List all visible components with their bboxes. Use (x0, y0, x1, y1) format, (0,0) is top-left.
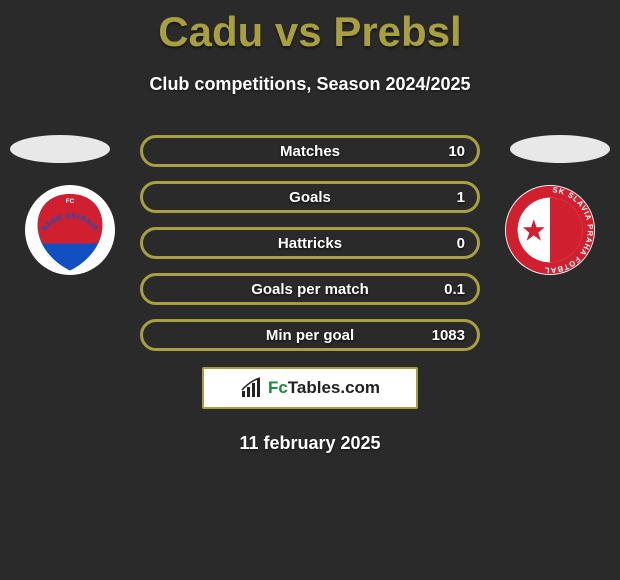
slavia-praha-crest-icon: SK SLAVIA PRAHA FOTBAL (505, 185, 595, 275)
stat-value-right: 1 (457, 189, 465, 206)
svg-text:FC: FC (66, 198, 75, 205)
source-logo: FcTables.com (202, 367, 418, 409)
stat-row: Min per goal 1083 (140, 319, 480, 351)
logo-text: FcTables.com (268, 378, 380, 398)
stat-row: Matches 10 (140, 135, 480, 167)
stat-row: Goals 1 (140, 181, 480, 213)
stat-label: Hattricks (278, 235, 342, 252)
subtitle: Club competitions, Season 2024/2025 (0, 74, 620, 95)
stat-value-right: 0.1 (444, 281, 465, 298)
stat-label: Min per goal (266, 327, 354, 344)
player-photo-right-placeholder (510, 135, 610, 163)
stat-value-right: 1083 (432, 327, 465, 344)
stat-value-right: 0 (457, 235, 465, 252)
page-title: Cadu vs Prebsl (0, 0, 620, 56)
date-text: 11 february 2025 (0, 433, 620, 454)
banik-ostrava-crest-icon: BANÍK OSTRAVA FC (25, 185, 115, 275)
club-badge-right: SK SLAVIA PRAHA FOTBAL (505, 185, 595, 275)
stat-label: Goals (289, 189, 331, 206)
stat-row: Hattricks 0 (140, 227, 480, 259)
stat-label: Goals per match (251, 281, 369, 298)
stat-label: Matches (280, 143, 340, 160)
comparison-panel: BANÍK OSTRAVA FC SK SLAVIA PRAHA FOTBAL … (0, 125, 620, 355)
stat-value-right: 10 (448, 143, 465, 160)
stats-table: Matches 10 Goals 1 Hattricks 0 Goals per… (140, 135, 480, 365)
stat-row: Goals per match 0.1 (140, 273, 480, 305)
player-photo-left-placeholder (10, 135, 110, 163)
club-badge-left: BANÍK OSTRAVA FC (25, 185, 115, 275)
bar-chart-icon (240, 377, 262, 399)
